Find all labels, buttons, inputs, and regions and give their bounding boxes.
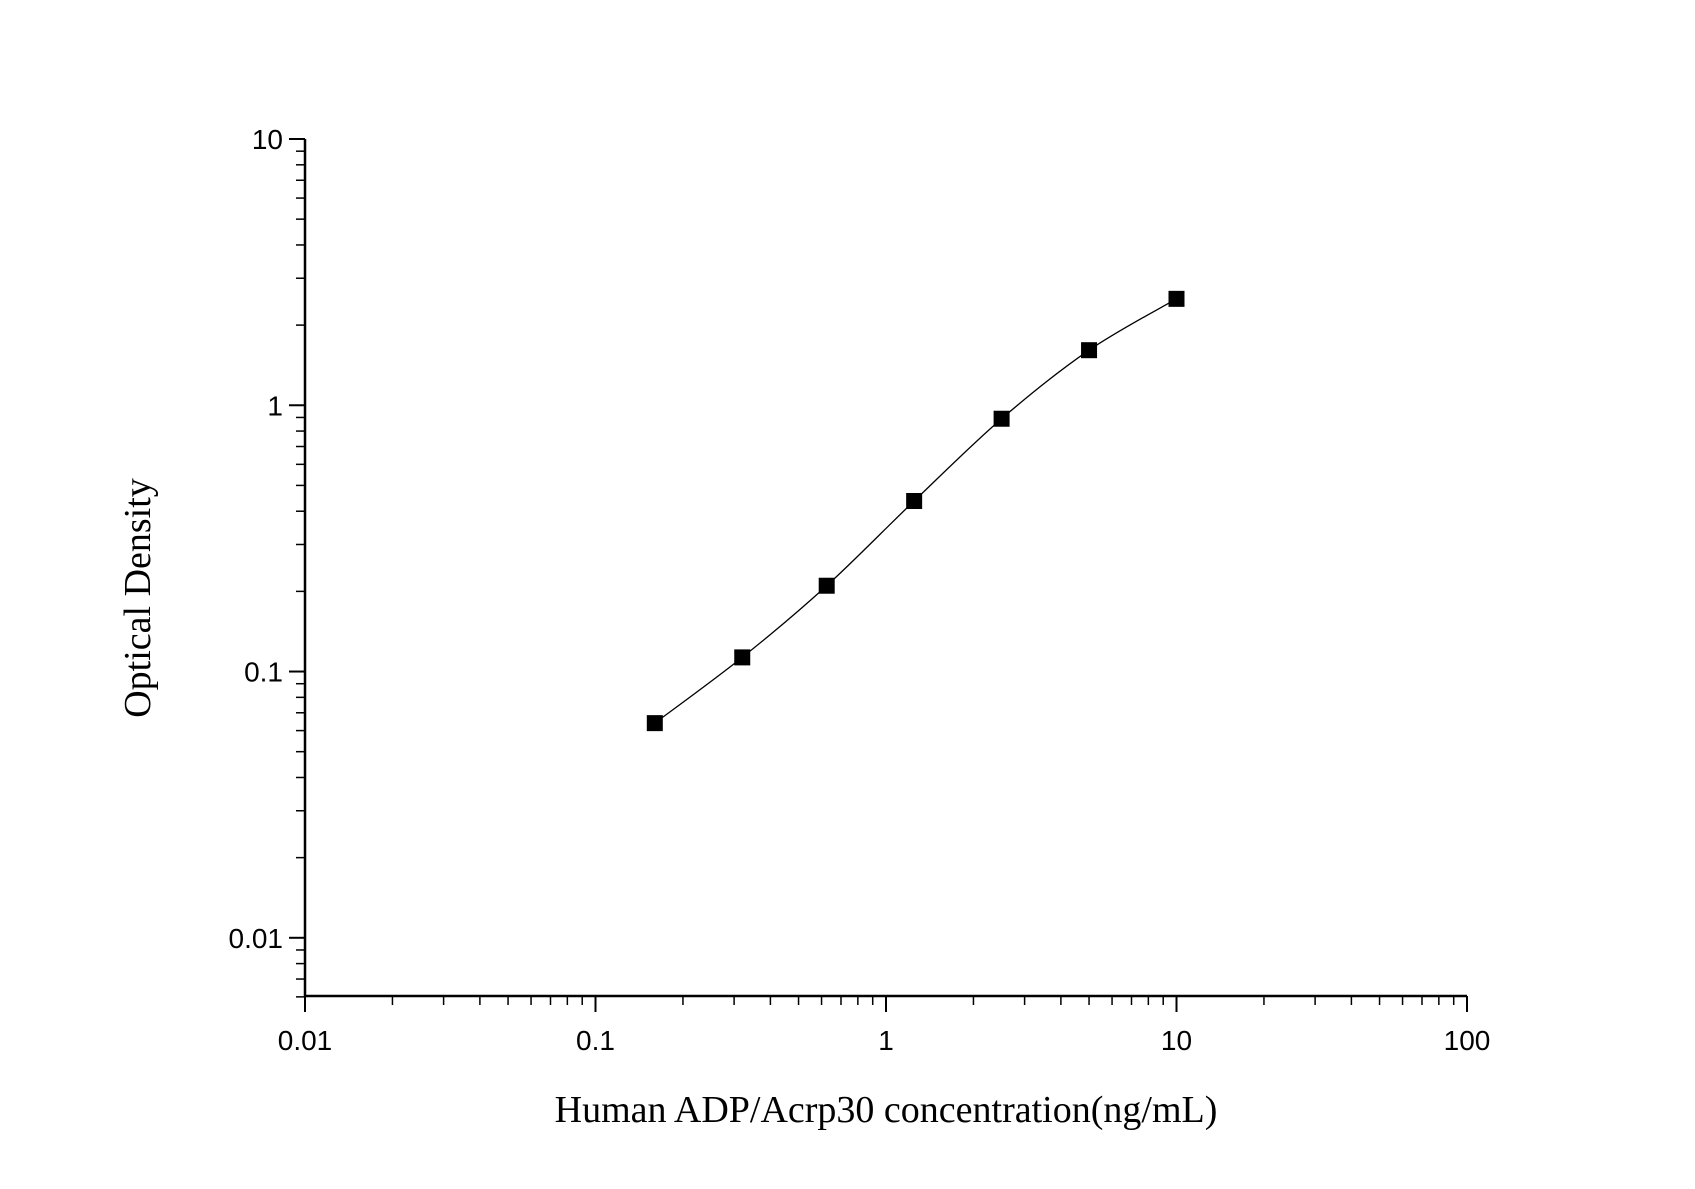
y-tick-label: 0.01 (229, 923, 284, 954)
data-point (734, 649, 751, 666)
data-point (818, 577, 835, 594)
data-point (1081, 342, 1098, 359)
x-tick-label: 0.01 (278, 1025, 333, 1056)
tick-labels: 0.01 0.1 1 10 100 0.01 0.1 1 10 (229, 124, 1491, 1056)
x-tick-label: 100 (1444, 1025, 1491, 1056)
data-point (1168, 290, 1185, 307)
x-tick-label: 0.1 (576, 1025, 615, 1056)
data-point (646, 715, 663, 732)
x-tick-label: 10 (1161, 1025, 1192, 1056)
y-tick-label: 0.1 (244, 657, 283, 688)
data-point (906, 492, 923, 509)
fit-curve (654, 298, 1177, 724)
x-axis-title: Human ADP/Acrp30 concentration(ng/mL) (555, 1089, 1218, 1131)
x-tick-label: 1 (878, 1025, 894, 1056)
y-tick-label: 10 (252, 124, 283, 155)
y-axis-title: Optical Density (117, 478, 159, 718)
axes (289, 138, 1468, 1012)
y-tick-label: 1 (267, 390, 283, 421)
data-points (646, 290, 1185, 732)
data-point (993, 410, 1010, 427)
